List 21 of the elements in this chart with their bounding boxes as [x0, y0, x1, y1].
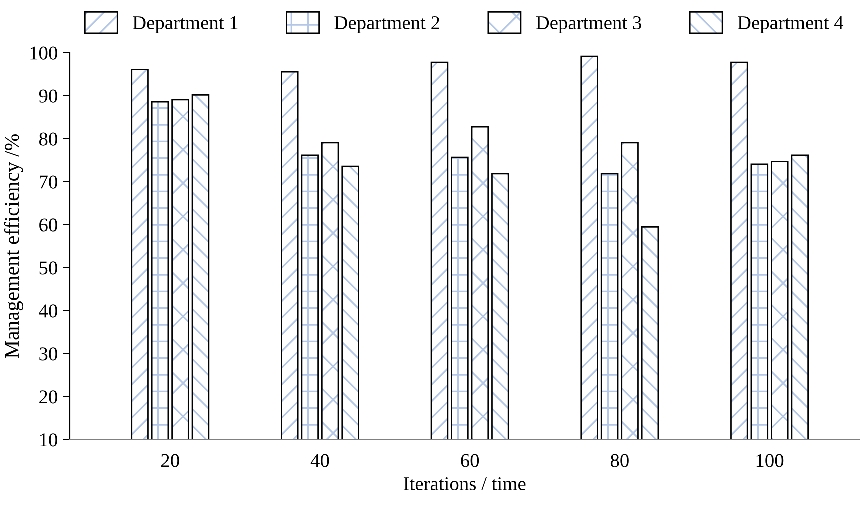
x-tick-label: 60 [461, 454, 480, 468]
y-tick-label: 80 [39, 132, 58, 146]
legend-label: Department 4 [738, 16, 844, 34]
legend-label: Department 3 [536, 16, 642, 34]
x-axis-title: Iterations / time [404, 477, 526, 491]
legend-label: Department 1 [133, 16, 238, 34]
y-tick-label: 10 [40, 434, 58, 447]
y-axis-title: Management efficiency /% [4, 134, 24, 358]
y-tick-label: 30 [40, 348, 58, 361]
legend-label: Department 2 [334, 16, 440, 34]
x-tick-label: 80 [610, 454, 629, 468]
y-tick-label: 70 [40, 176, 58, 189]
x-tick-label: 100 [756, 454, 784, 468]
x-tick-label: 20 [162, 454, 180, 468]
y-tick-label: 40 [39, 304, 58, 318]
y-tick-label: 100 [30, 46, 58, 60]
y-tick-label: 90 [39, 90, 58, 103]
y-tick-label: 60 [40, 218, 58, 232]
x-tick-label: 40 [310, 454, 330, 468]
y-tick-label: 20 [40, 390, 58, 404]
y-tick-label: 50 [40, 262, 58, 275]
